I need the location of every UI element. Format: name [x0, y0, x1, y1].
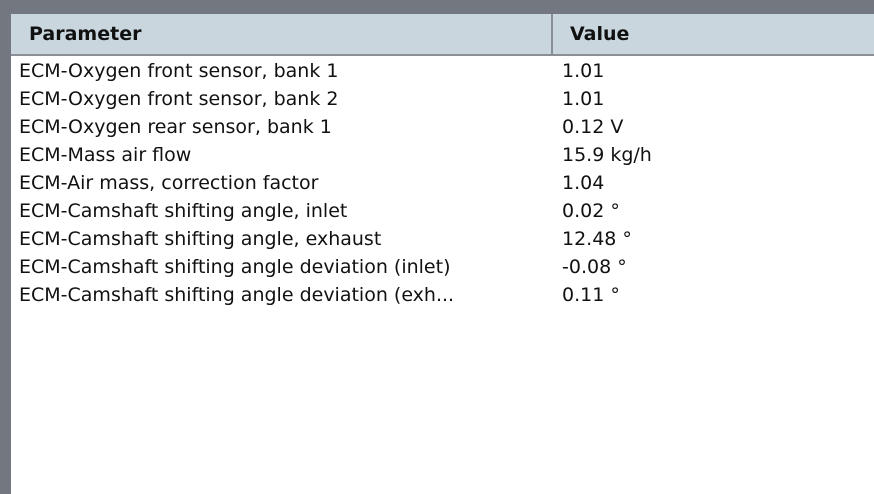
parameter-cell: ECM-Air mass, correction factor [19, 172, 319, 194]
table-row[interactable]: ECM-Camshaft shifting angle, inlet 0.02 ° [11, 197, 874, 225]
value-cell: 1.01 [562, 60, 605, 82]
table-row[interactable]: ECM-Oxygen rear sensor, bank 1 0.12 V [11, 113, 874, 141]
parameter-table: Parameter Value ECM-Oxygen front sensor,… [11, 14, 874, 494]
value-cell: 1.04 [562, 172, 605, 194]
value-cell: 0.02 ° [562, 200, 620, 222]
table-row[interactable]: ECM-Camshaft shifting angle deviation (i… [11, 253, 874, 281]
parameter-cell: ECM-Camshaft shifting angle deviation (i… [19, 256, 451, 278]
table-header: Parameter Value [11, 14, 874, 56]
parameter-cell: ECM-Oxygen rear sensor, bank 1 [19, 116, 332, 138]
column-header-parameter[interactable]: Parameter [11, 14, 553, 54]
parameter-cell: ECM-Camshaft shifting angle, exhaust [19, 228, 382, 250]
parameter-cell: ECM-Mass air flow [19, 144, 192, 166]
table-row[interactable]: ECM-Mass air flow 15.9 kg/h [11, 141, 874, 169]
parameter-cell: ECM-Oxygen front sensor, bank 2 [19, 88, 339, 110]
table-row[interactable]: ECM-Oxygen front sensor, bank 2 1.01 [11, 85, 874, 113]
value-cell: 0.11 ° [562, 284, 620, 306]
value-cell: -0.08 ° [562, 256, 627, 278]
value-cell: 12.48 ° [562, 228, 632, 250]
table-row[interactable]: ECM-Air mass, correction factor 1.04 [11, 169, 874, 197]
table-row[interactable]: ECM-Camshaft shifting angle deviation (e… [11, 281, 874, 309]
parameter-cell: ECM-Oxygen front sensor, bank 1 [19, 60, 339, 82]
table-body: ECM-Oxygen front sensor, bank 1 1.01 ECM-O… [11, 56, 874, 309]
parameter-cell: ECM-Camshaft shifting angle deviation (e… [19, 284, 455, 306]
table-row[interactable]: ECM-Oxygen front sensor, bank 1 1.01 [11, 57, 874, 85]
value-cell: 0.12 V [562, 116, 624, 138]
value-cell: 15.9 kg/h [562, 144, 652, 166]
value-cell: 1.01 [562, 88, 605, 110]
table-row[interactable]: ECM-Camshaft shifting angle, exhaust 12.4… [11, 225, 874, 253]
column-header-value[interactable]: Value [570, 23, 630, 45]
parameter-cell: ECM-Camshaft shifting angle, inlet [19, 200, 348, 222]
